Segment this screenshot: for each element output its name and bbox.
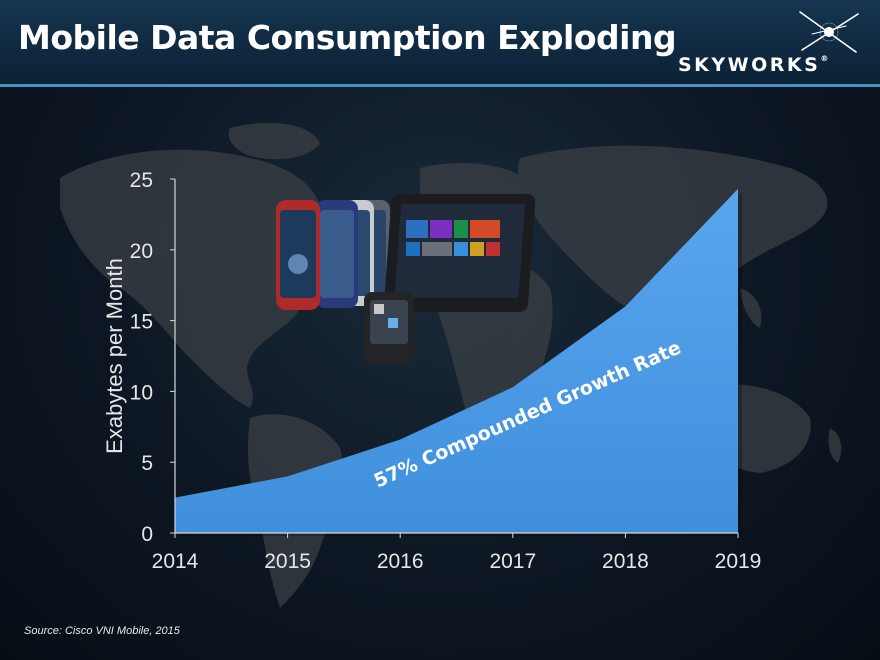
x-tick-label: 2016 [377, 550, 424, 573]
brand-logo-text: SKYWORKS® [678, 54, 828, 76]
x-tick-label: 2019 [715, 550, 762, 573]
y-tick-label: 5 [141, 452, 153, 475]
y-tick-label: 10 [130, 381, 153, 404]
brand-name: SKYWORKS [678, 54, 821, 76]
tablet-icon [384, 194, 536, 312]
y-tick-label: 0 [141, 523, 153, 546]
header-bar [0, 0, 880, 84]
x-tick-label: 2015 [264, 550, 311, 573]
x-tick-label: 2018 [602, 550, 649, 573]
smartphone-icon [276, 200, 390, 310]
y-axis-label: Exabytes per Month [102, 258, 127, 454]
axes: 0 5 10 15 20 25 2014 2015 2016 2017 2018 2019 [130, 169, 762, 573]
area-series [175, 188, 738, 533]
device-illustration [276, 194, 536, 364]
page-title: Mobile Data Consumption Exploding [18, 18, 677, 57]
y-tick-label: 15 [130, 311, 153, 334]
header-divider [0, 84, 880, 87]
brand-registered-mark: ® [820, 54, 829, 63]
source-note: Source: Cisco VNI Mobile, 2015 [24, 625, 180, 637]
x-tick-label: 2014 [152, 550, 199, 573]
x-tick-label: 2017 [489, 550, 536, 573]
smartwatch-icon [364, 292, 414, 364]
y-tick-label: 25 [130, 169, 153, 192]
x-ticks: 2014 2015 2016 2017 2018 2019 [152, 533, 762, 573]
y-tick-label: 20 [130, 240, 153, 263]
plot-area [175, 188, 742, 536]
skyworks-star-icon [799, 11, 859, 53]
y-ticks: 0 5 10 15 20 25 [130, 169, 175, 546]
